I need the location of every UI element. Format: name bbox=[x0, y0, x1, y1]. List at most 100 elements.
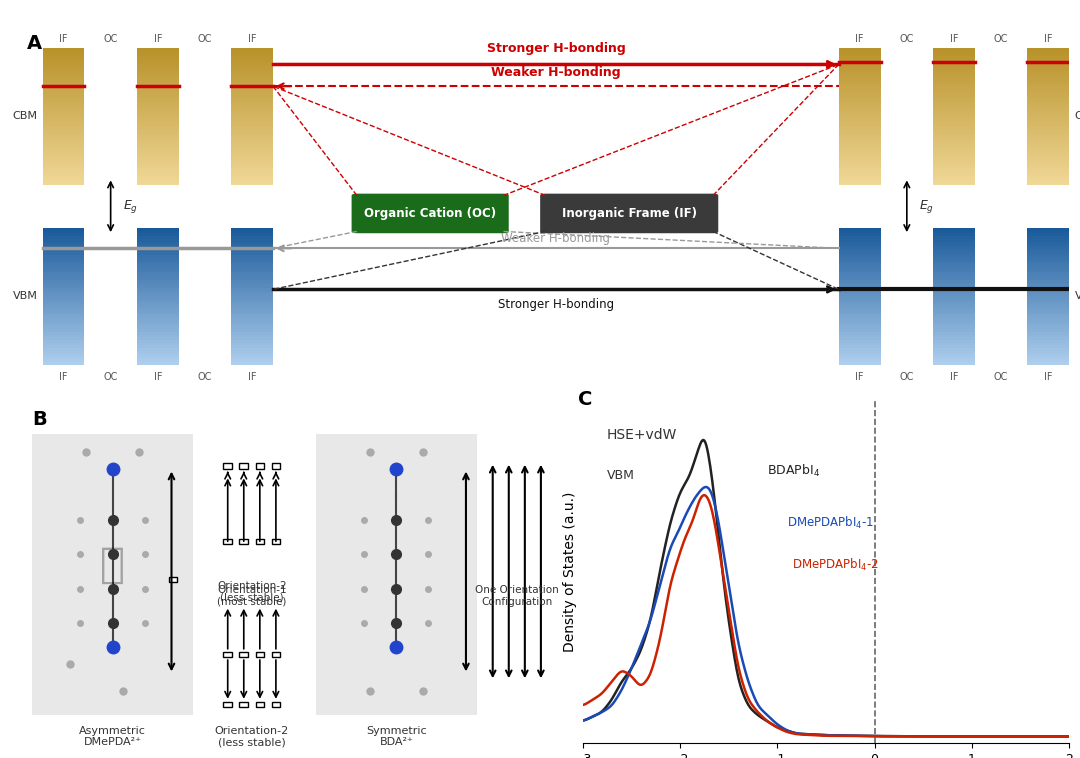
Bar bbox=[933, 356, 975, 359]
Bar bbox=[42, 141, 84, 144]
Bar bbox=[839, 252, 880, 255]
Bar bbox=[42, 149, 84, 152]
Bar bbox=[42, 146, 84, 149]
Bar bbox=[137, 105, 179, 108]
Bar bbox=[933, 285, 975, 288]
Bar bbox=[1027, 228, 1069, 230]
Bar bbox=[137, 310, 179, 312]
Bar bbox=[90, 48, 132, 185]
Bar bbox=[231, 346, 273, 348]
Bar bbox=[42, 266, 84, 269]
Bar bbox=[1027, 310, 1069, 312]
Y-axis label: Density of States (a.u.): Density of States (a.u.) bbox=[563, 491, 577, 652]
Bar bbox=[933, 152, 975, 155]
Bar bbox=[42, 334, 84, 337]
Bar bbox=[137, 70, 179, 73]
Bar bbox=[839, 83, 880, 86]
Bar bbox=[231, 288, 273, 291]
Bar bbox=[1027, 340, 1069, 343]
Bar bbox=[933, 263, 975, 266]
FancyBboxPatch shape bbox=[352, 193, 509, 233]
Bar bbox=[1027, 244, 1069, 247]
Bar bbox=[137, 255, 179, 258]
Bar bbox=[839, 269, 880, 271]
Bar bbox=[933, 288, 975, 291]
Bar bbox=[839, 239, 880, 242]
Bar bbox=[137, 144, 179, 146]
Bar bbox=[224, 652, 232, 657]
Bar bbox=[839, 249, 880, 252]
Bar bbox=[137, 359, 179, 362]
Bar bbox=[231, 67, 273, 70]
Bar bbox=[231, 329, 273, 332]
Bar bbox=[240, 539, 248, 544]
Bar bbox=[42, 75, 84, 78]
Bar bbox=[933, 258, 975, 261]
Bar bbox=[1027, 165, 1069, 168]
Bar bbox=[839, 165, 880, 168]
Bar bbox=[231, 359, 273, 362]
Bar bbox=[1027, 114, 1069, 116]
Bar bbox=[42, 160, 84, 163]
Bar bbox=[137, 133, 179, 136]
Bar bbox=[839, 168, 880, 171]
Bar bbox=[231, 53, 273, 56]
Bar bbox=[933, 138, 975, 141]
Bar bbox=[42, 70, 84, 73]
Bar bbox=[231, 326, 273, 329]
Text: OC: OC bbox=[994, 34, 1009, 44]
Bar bbox=[839, 307, 880, 310]
Bar bbox=[137, 78, 179, 81]
Bar bbox=[42, 163, 84, 165]
Bar bbox=[137, 271, 179, 274]
Bar bbox=[231, 81, 273, 83]
Text: VBM: VBM bbox=[13, 291, 38, 301]
Text: IF: IF bbox=[247, 34, 256, 44]
Bar bbox=[839, 271, 880, 274]
Bar bbox=[231, 177, 273, 179]
Bar bbox=[1027, 48, 1069, 51]
Bar bbox=[231, 263, 273, 266]
Bar bbox=[839, 285, 880, 288]
Bar bbox=[137, 362, 179, 365]
Bar bbox=[839, 337, 880, 340]
Text: One Orientation
Configuration: One Orientation Configuration bbox=[475, 585, 558, 607]
Bar bbox=[1027, 64, 1069, 67]
Bar bbox=[271, 702, 280, 707]
Bar bbox=[933, 155, 975, 158]
Bar bbox=[839, 92, 880, 95]
Bar bbox=[137, 111, 179, 114]
Bar bbox=[933, 293, 975, 296]
Bar bbox=[981, 228, 1022, 365]
Bar bbox=[1027, 89, 1069, 92]
Bar bbox=[1027, 105, 1069, 108]
Bar bbox=[839, 138, 880, 141]
Bar bbox=[933, 111, 975, 114]
Bar bbox=[42, 274, 84, 277]
Bar bbox=[933, 354, 975, 356]
Bar bbox=[1027, 67, 1069, 70]
Bar bbox=[231, 233, 273, 236]
Bar bbox=[42, 105, 84, 108]
Bar bbox=[42, 116, 84, 119]
Bar bbox=[231, 302, 273, 305]
Bar bbox=[1027, 291, 1069, 293]
Bar bbox=[137, 100, 179, 102]
Bar bbox=[42, 171, 84, 174]
Bar bbox=[137, 174, 179, 177]
Bar bbox=[42, 247, 84, 249]
Bar bbox=[137, 299, 179, 302]
Text: IF: IF bbox=[153, 371, 162, 382]
Bar bbox=[1027, 171, 1069, 174]
Bar bbox=[1027, 255, 1069, 258]
Bar bbox=[137, 249, 179, 252]
Bar bbox=[839, 233, 880, 236]
Bar bbox=[137, 326, 179, 329]
Bar bbox=[933, 302, 975, 305]
Bar bbox=[886, 48, 928, 185]
Bar bbox=[933, 53, 975, 56]
Bar bbox=[839, 171, 880, 174]
Bar bbox=[42, 255, 84, 258]
Bar bbox=[933, 114, 975, 116]
Bar bbox=[42, 315, 84, 318]
